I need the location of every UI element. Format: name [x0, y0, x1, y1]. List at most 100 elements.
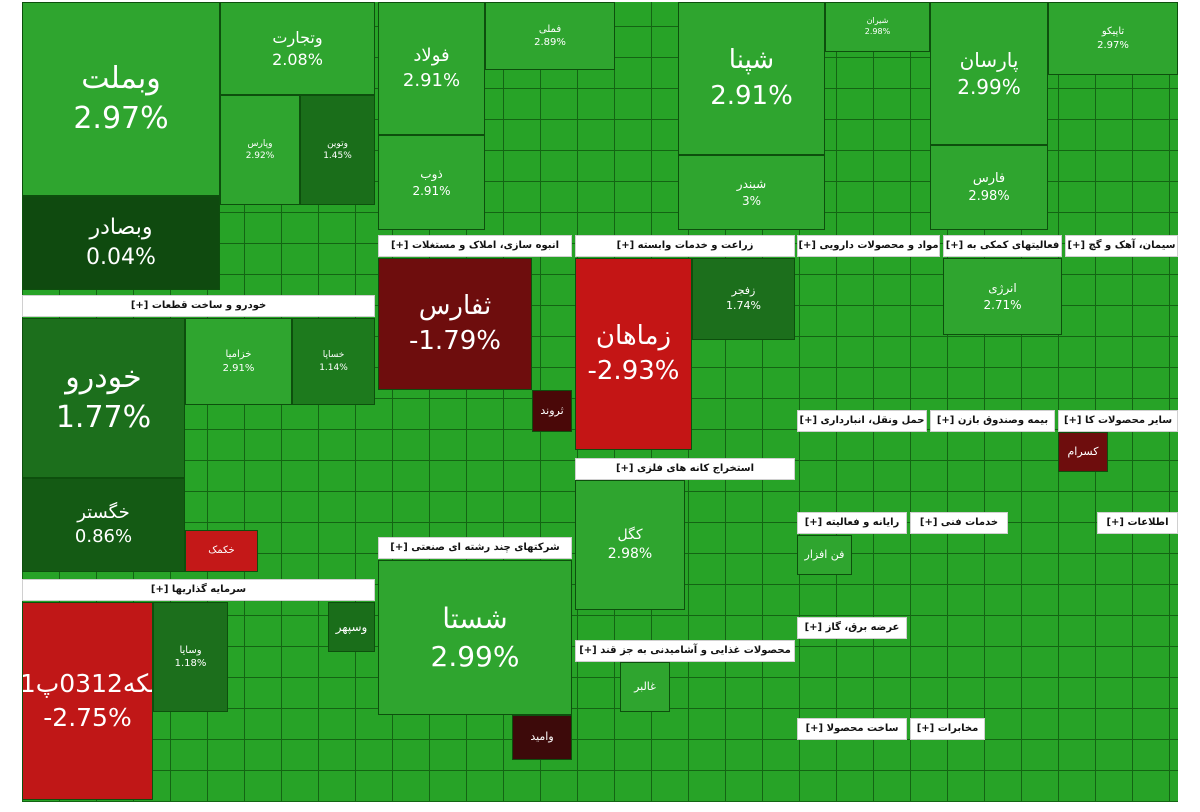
stock-symbol: وبصادر: [89, 215, 153, 241]
sector-header: خدمات فنی [+]: [910, 512, 1008, 534]
stock-symbol: ذوب: [420, 167, 443, 182]
stock-symbol: غالبر: [634, 679, 656, 693]
sector-header: عرضه برق، گاز [+]: [797, 617, 907, 639]
stock-symbol: ثروند: [540, 403, 564, 417]
sector-header: ساخت محصولا [+]: [797, 718, 907, 740]
stock-tile: کگل 2.98%: [575, 480, 685, 610]
sector-header: انبوه سازی، املاک و مستغلات [+]: [378, 235, 572, 257]
stock-tile: وبملت 2.97%: [22, 2, 220, 196]
sector-header: خودرو و ساخت قطعات [+]: [22, 295, 375, 317]
stock-symbol: خزامیا: [225, 349, 252, 360]
stock-change: 0.04%: [86, 245, 156, 270]
stock-tile: وتجارت 2.08%: [220, 2, 375, 95]
treemap: وبملت 2.97% وتجارت 2.08% وپارس 2.92% وتوین 1.45…: [22, 2, 1178, 802]
stock-change: 2.98%: [968, 188, 1010, 204]
stock-symbol: پارسان: [959, 47, 1019, 72]
sector-header: حمل ونقل، انبارداری [+]: [797, 410, 927, 432]
stock-tile: وامید: [512, 715, 572, 760]
stock-tile: شپنا 2.91%: [678, 2, 825, 155]
stock-tile: وسپهر: [328, 602, 375, 652]
stock-change: 0.86%: [74, 526, 133, 547]
stock-change: 2.92%: [245, 151, 275, 161]
stock-tile: فولاد 2.91%: [378, 2, 485, 135]
stock-change: 2.89%: [534, 37, 566, 48]
stock-change: 2.97%: [73, 101, 169, 136]
stock-symbol: انرژی: [988, 281, 1017, 296]
sector-header: بیمه وصندوق بازن [+]: [930, 410, 1055, 432]
stock-symbol: فن افزار: [804, 547, 845, 561]
stock-tile: خساپا 1.14%: [292, 318, 375, 405]
sector-header: فعالیتهای کمکی به [+]: [943, 235, 1062, 257]
sector-header: رایانه و فعالیته [+]: [797, 512, 907, 534]
stock-tile: وپارس 2.92%: [220, 95, 300, 205]
stock-tile: فملی 2.89%: [485, 2, 615, 70]
stock-tile: خکمک: [185, 530, 258, 572]
sector-header: محصولات غذایی و آشامیدنی به جز قند [+]: [575, 640, 795, 662]
stock-change: 2.99%: [430, 639, 520, 673]
stock-symbol: وسپهر: [335, 619, 368, 634]
stock-change: 2.91%: [710, 80, 793, 111]
stock-change: 1.74%: [726, 299, 761, 312]
stock-tile: وتوین 1.45%: [300, 95, 375, 205]
sector-header: اطلاعات [+]: [1097, 512, 1178, 534]
stock-symbol: خساپا: [322, 350, 345, 361]
stock-symbol: وپارس: [247, 138, 273, 149]
stock-change: 2.91%: [222, 362, 255, 374]
stock-tile: شیران 2.98%: [825, 2, 930, 52]
stock-change: 2.71%: [983, 297, 1022, 312]
stock-symbol: وامید: [530, 730, 554, 744]
stock-tile: ثفارس -1.79%: [378, 258, 532, 390]
stock-tile: تاپیکو 2.97%: [1048, 2, 1178, 75]
stock-change: 1.14%: [319, 362, 348, 373]
sector-header: سایر محصولات کا [+]: [1058, 410, 1178, 432]
stock-change: 2.98%: [607, 546, 653, 562]
stock-symbol: شیران: [866, 16, 889, 26]
stock-tile: سکه0312پ01 -2.75%: [22, 602, 153, 800]
stock-change: 2.91%: [402, 69, 461, 91]
stock-tile: غالبر: [620, 662, 670, 712]
stock-tile: ذوب 2.91%: [378, 135, 485, 230]
sector-header: زراعت و خدمات وابسته [+]: [575, 235, 795, 257]
stock-change: -1.79%: [409, 326, 501, 356]
stock-change: 1.77%: [55, 400, 152, 435]
stock-tile: فن افزار: [797, 535, 852, 575]
sector-header: سیمان، آهک و گچ [+]: [1065, 235, 1178, 257]
stock-tile: وسایا 1.18%: [153, 602, 228, 712]
sector-header: استخراج کانه های فلزی [+]: [575, 458, 795, 480]
stock-tile: خزامیا 2.91%: [185, 318, 292, 405]
stock-symbol: کسرام: [1067, 444, 1099, 458]
stock-tile: خگستر 0.86%: [22, 478, 185, 572]
sector-header: مواد و محصولات دارویی [+]: [797, 235, 940, 257]
stock-tile: ثروند: [532, 390, 572, 432]
stock-symbol: تاپیکو: [1101, 26, 1125, 37]
stock-symbol: فولاد: [413, 45, 450, 67]
stock-change: 3%: [741, 193, 762, 208]
stock-tile: زماهان -2.93%: [575, 258, 692, 450]
stock-tile: زفجر 1.74%: [692, 258, 795, 340]
stock-tile: انرژی 2.71%: [943, 258, 1062, 335]
stock-change: 1.18%: [174, 658, 207, 669]
stock-change: -2.93%: [587, 356, 680, 386]
sector-header: مخابرات [+]: [910, 718, 985, 740]
stock-change: 2.08%: [272, 49, 323, 69]
stock-change: 2.97%: [1097, 39, 1129, 51]
stock-symbol: شستا: [442, 601, 508, 635]
stock-symbol: شپنا: [728, 45, 775, 76]
stock-symbol: خکمک: [208, 545, 235, 557]
stock-change: 1.45%: [323, 151, 352, 161]
stock-tile: فارس 2.98%: [930, 145, 1048, 230]
stock-tile: شبندر 3%: [678, 155, 825, 230]
stock-symbol: ثفارس: [418, 290, 492, 321]
stock-symbol: وبملت: [81, 60, 161, 96]
stock-symbol: شبندر: [736, 177, 767, 192]
stock-symbol: وتجارت: [272, 27, 323, 47]
stock-symbol: وتوین: [327, 138, 348, 149]
stock-change: 2.98%: [864, 27, 891, 36]
stock-symbol: فارس: [972, 170, 1006, 186]
stock-symbol: زماهان: [595, 320, 672, 351]
sector-header: سرمایه گذاریها [+]: [22, 579, 375, 601]
stock-change: -2.75%: [43, 703, 132, 732]
stock-change: 2.99%: [957, 74, 1021, 99]
stock-symbol: خگستر: [77, 501, 130, 523]
